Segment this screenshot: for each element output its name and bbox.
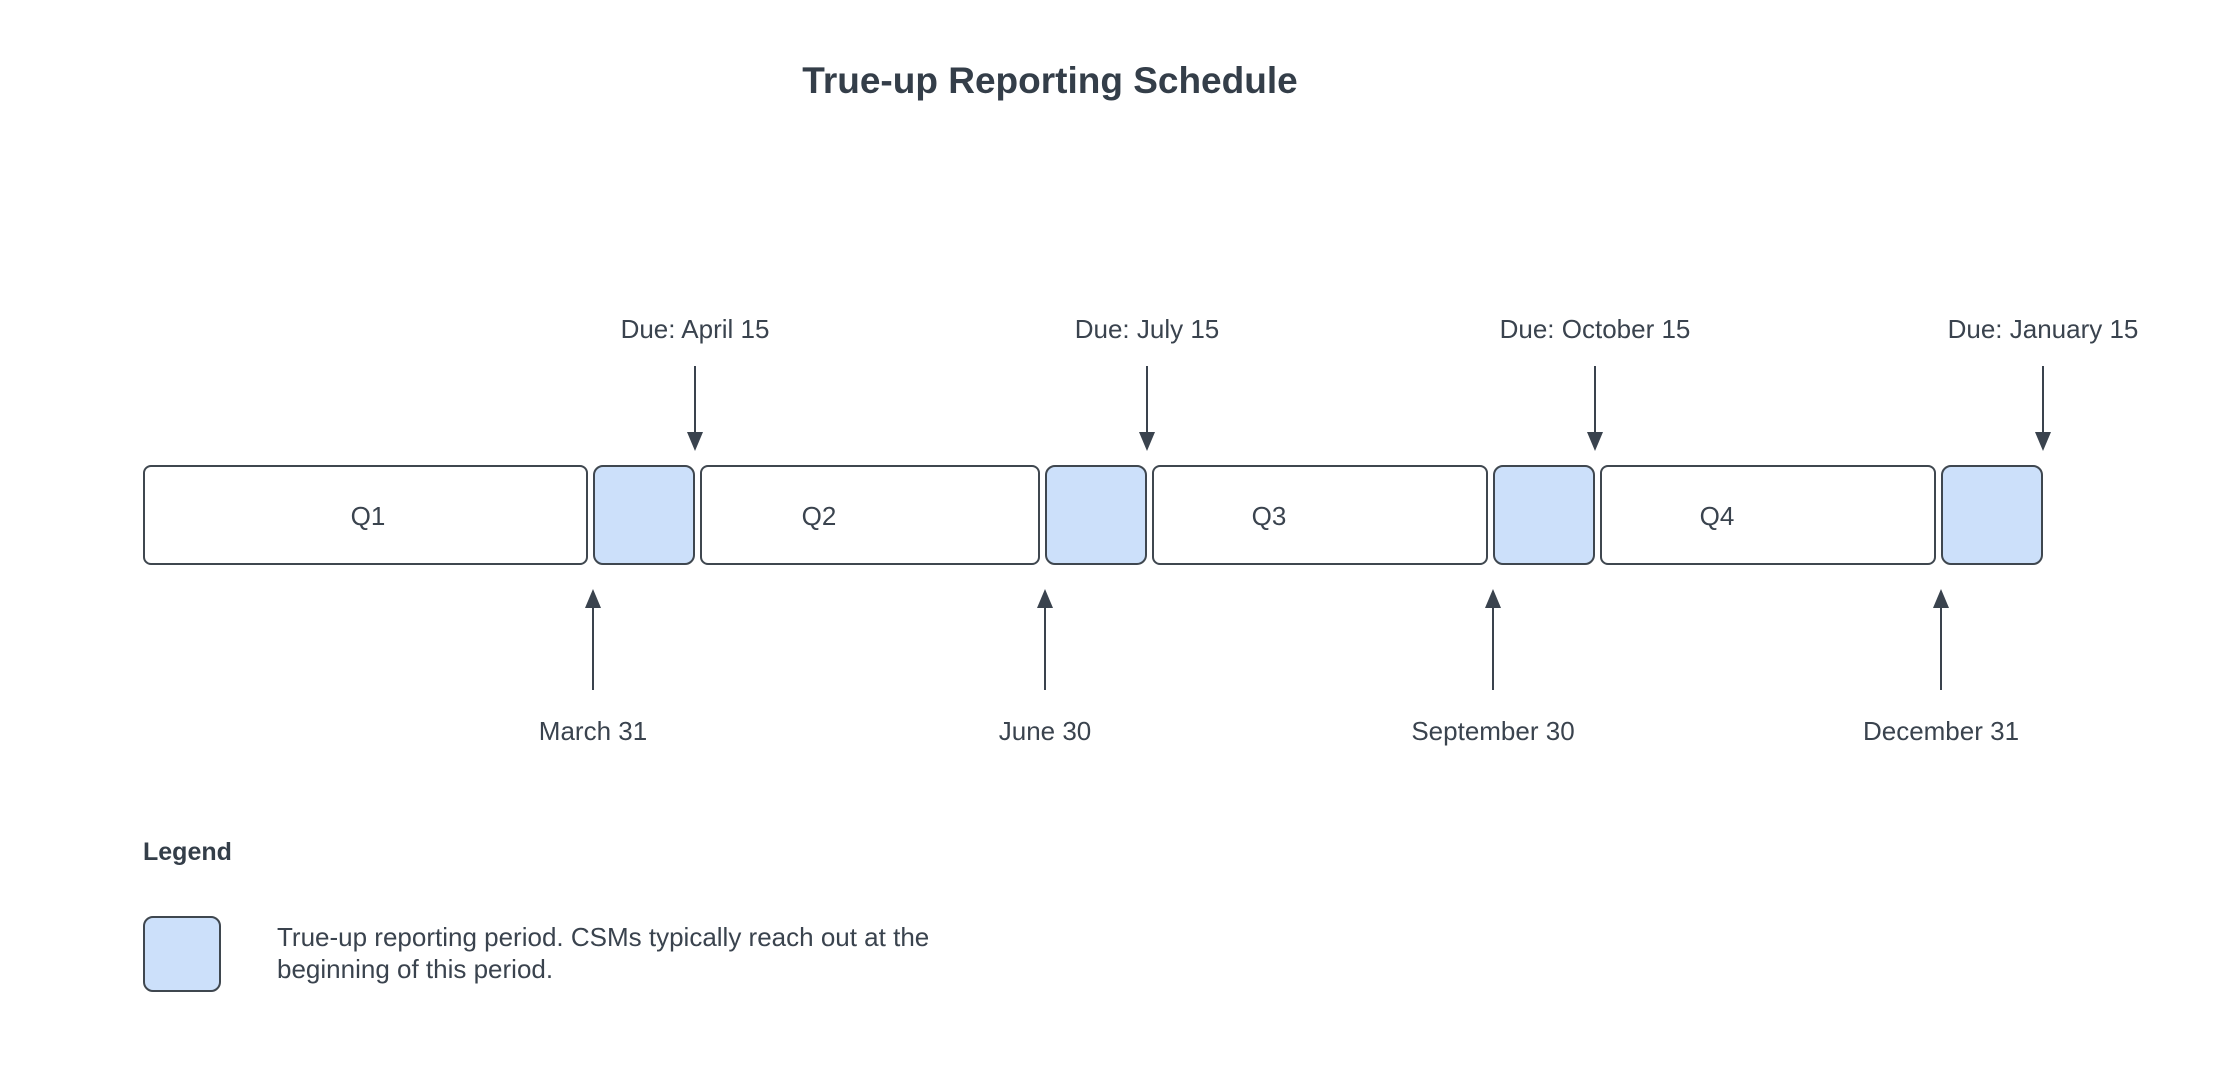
- trueup-period-box-4: [1941, 465, 2043, 565]
- due-arrow-head-april: [687, 432, 703, 451]
- legend-heading: Legend: [143, 838, 232, 866]
- trueup-period-box-3: [1493, 465, 1595, 565]
- quarter-end-arrow-line-september: [1492, 606, 1494, 690]
- quarter-end-arrow-line-march: [592, 606, 594, 690]
- due-arrow-head-october: [1587, 432, 1603, 451]
- quarter-box-q2: [700, 465, 1040, 565]
- due-arrow-line-october: [1594, 366, 1596, 434]
- quarter-box-q3: [1152, 465, 1488, 565]
- quarter-label-q2: Q2: [801, 501, 837, 531]
- due-date-label-october: Due: October 15: [1499, 314, 1691, 344]
- quarter-end-arrow-head-december: [1933, 589, 1949, 608]
- quarter-end-arrow-head-march: [585, 589, 601, 608]
- legend-description: True-up reporting period. CSMs typically…: [277, 922, 930, 984]
- diagram-title: True-up Reporting Schedule: [802, 60, 1298, 101]
- due-arrow-line-april: [694, 366, 696, 434]
- quarter-end-label-march: March 31: [538, 716, 648, 746]
- quarter-label-q3: Q3: [1251, 501, 1287, 531]
- due-arrow-head-july: [1139, 432, 1155, 451]
- due-arrow-line-january: [2042, 366, 2044, 434]
- quarter-end-label-december: December 31: [1862, 716, 2020, 746]
- quarter-end-arrow-line-june: [1044, 606, 1046, 690]
- quarter-end-label-june: June 30: [998, 716, 1092, 746]
- due-date-label-july: Due: July 15: [1074, 314, 1220, 344]
- trueup-period-swatch: [143, 916, 221, 992]
- quarter-end-arrow-head-september: [1485, 589, 1501, 608]
- quarter-box-q1: [143, 465, 588, 565]
- quarter-label-q1: Q1: [350, 501, 386, 531]
- trueup-period-box-2: [1045, 465, 1147, 565]
- quarter-box-q4: [1600, 465, 1936, 565]
- quarter-label-q4: Q4: [1699, 501, 1735, 531]
- due-date-label-april: Due: April 15: [620, 314, 770, 344]
- quarter-end-arrow-head-june: [1037, 589, 1053, 608]
- due-arrow-head-january: [2035, 432, 2051, 451]
- due-arrow-line-july: [1146, 366, 1148, 434]
- quarter-end-label-september: September 30: [1411, 716, 1575, 746]
- due-date-label-january: Due: January 15: [1947, 314, 2139, 344]
- quarter-end-arrow-line-december: [1940, 606, 1942, 690]
- trueup-period-box-1: [593, 465, 695, 565]
